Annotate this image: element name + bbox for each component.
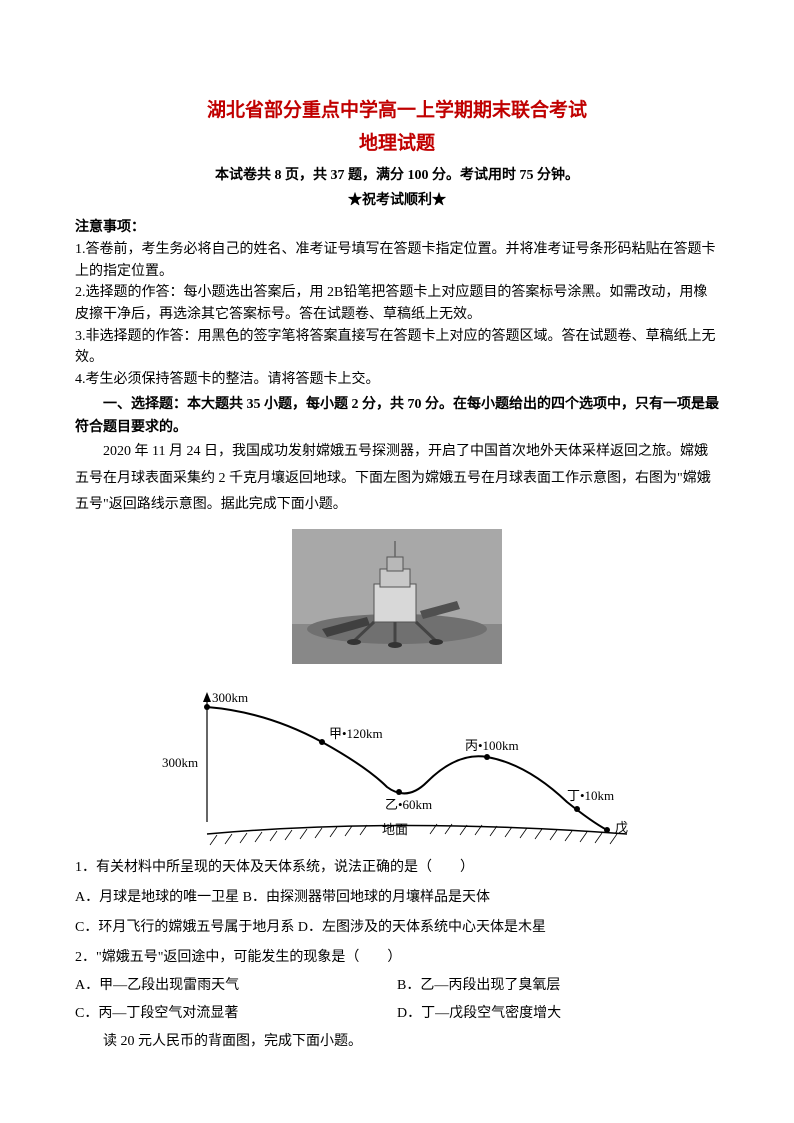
subtitle: 本试卷共 8 页，共 37 题，满分 100 分。考试用时 75 分钟。 [75, 164, 719, 187]
final-paragraph: 读 20 元人民币的背面图，完成下面小题。 [75, 1028, 719, 1056]
option-2b: B．乙—丙段出现了臭氧层 [397, 972, 719, 1000]
option-2a: A．甲—乙段出现雷雨天气 [75, 972, 397, 1000]
label-300-top: 300km [212, 690, 248, 705]
question-1: 1．有关材料中所呈现的天体及天体系统，说法正确的是（ ） [75, 854, 719, 882]
title-line1: 湖北省部分重点中学高一上学期期末联合考试 [75, 95, 719, 126]
label-ding: 丁•10km [567, 788, 614, 803]
question-2-row2: C．丙—丁段空气对流显著 D．丁—戊段空气密度增大 [75, 1000, 719, 1028]
option-2d: D．丁—戊段空气密度增大 [397, 1000, 719, 1028]
section-header: 一、选择题：本大题共 35 小题，每小题 2 分，共 70 分。在每小题给出的四… [75, 393, 719, 439]
lander-image [75, 529, 719, 672]
title-line2: 地理试题 [75, 128, 719, 159]
label-300-side: 300km [162, 755, 198, 770]
notice-2: 2.选择题的作答：每小题选出答案后，用 2B铅笔把答题卡上对应题目的答案标号涂黑… [75, 282, 719, 325]
notice-header: 注意事项： [75, 216, 719, 239]
question-1-options-ab: A．月球是地球的唯一卫星 B．由探测器带回地球的月壤样品是天体 [75, 884, 719, 912]
label-bing: 丙•100km [465, 738, 519, 753]
notice-4: 4.考生必须保持答题卡的整洁。请将答题卡上交。 [75, 369, 719, 391]
label-ground: 地面 [382, 822, 408, 837]
label-yi: 乙•60km [385, 797, 432, 812]
notice-1: 1.答卷前，考生务必将自己的姓名、准考证号填写在答题卡指定位置。并将准考证号条形… [75, 239, 719, 282]
label-jia: 甲•120km [329, 726, 383, 741]
intro-paragraph: 2020 年 11 月 24 日，我国成功发射嫦娥五号探测器，开启了中国首次地外… [75, 439, 719, 519]
question-2-row1: A．甲—乙段出现雷雨天气 B．乙—丙段出现了臭氧层 [75, 972, 719, 1000]
option-2c: C．丙—丁段空气对流显著 [75, 1000, 397, 1028]
notice-3: 3.非选择题的作答：用黑色的签字笔将答案直接写在答题卡上对应的答题区域。答在试题… [75, 326, 719, 369]
trajectory-diagram: 300km 300km 甲•120km 乙•60km 丙•100km 丁•10k… [147, 682, 647, 852]
question-1-options-cd: C．环月飞行的嫦娥五号属于地月系 D．左图涉及的天体系统中心天体是木星 [75, 914, 719, 942]
wish: ★祝考试顺利★ [75, 189, 719, 212]
question-2: 2．"嫦娥五号"返回途中，可能发生的现象是（ ） [75, 944, 719, 972]
